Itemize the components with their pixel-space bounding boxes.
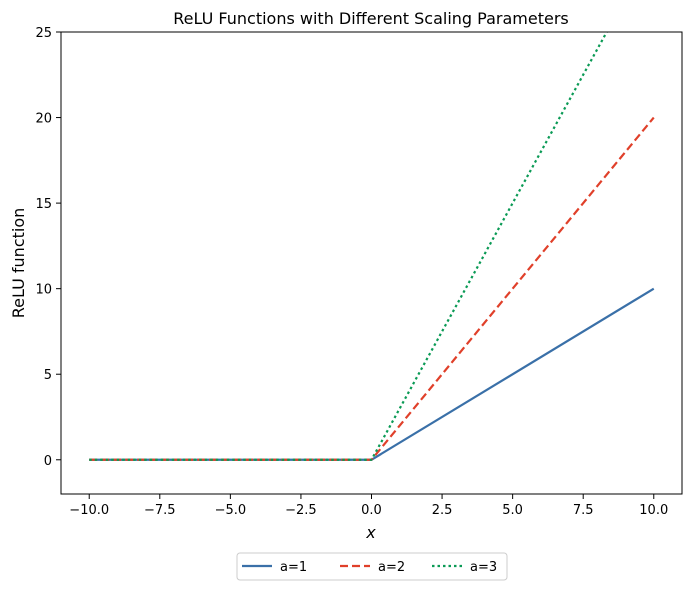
x-tick-label: −2.5 [285, 503, 317, 518]
x-tick-label: 2.5 [432, 503, 453, 518]
x-axis-label: x [365, 523, 376, 542]
x-tick-label: 7.5 [573, 503, 594, 518]
plot-frame [60, 31, 683, 495]
legend-label: a=2 [378, 560, 405, 575]
series-line-a-2 [89, 116, 655, 461]
legend: a=1 a=2 a=3 [236, 552, 508, 581]
y-tick-label: 0 [44, 454, 52, 469]
x-tick-label: 10.0 [639, 503, 668, 518]
x-tick-label: −5.0 [215, 503, 247, 518]
y-tick-label: 15 [35, 197, 52, 212]
series-layer [89, 32, 655, 461]
legend-label: a=1 [280, 560, 307, 575]
x-tick-label: −10.0 [69, 503, 109, 518]
x-axis: −10.0 −7.5 −5.0 −2.5 0.0 2.5 5.0 7.5 10.0 [69, 494, 668, 518]
y-tick-label: 20 [35, 112, 52, 127]
y-axis-label: ReLU function [9, 208, 28, 319]
y-axis: 0 5 10 15 20 25 [35, 26, 61, 469]
y-tick-label: 25 [35, 26, 52, 41]
x-tick-label: −7.5 [144, 503, 176, 518]
series-line-a-1 [89, 287, 655, 461]
legend-box [236, 552, 508, 581]
chart-title: ReLU Functions with Different Scaling Pa… [173, 9, 568, 28]
y-tick-label: 5 [44, 368, 52, 383]
series-line-a-3 [89, 32, 608, 461]
x-tick-label: 5.0 [502, 503, 523, 518]
x-tick-label: 0.0 [361, 503, 382, 518]
y-tick-label: 10 [35, 283, 52, 298]
legend-label: a=3 [470, 560, 497, 575]
